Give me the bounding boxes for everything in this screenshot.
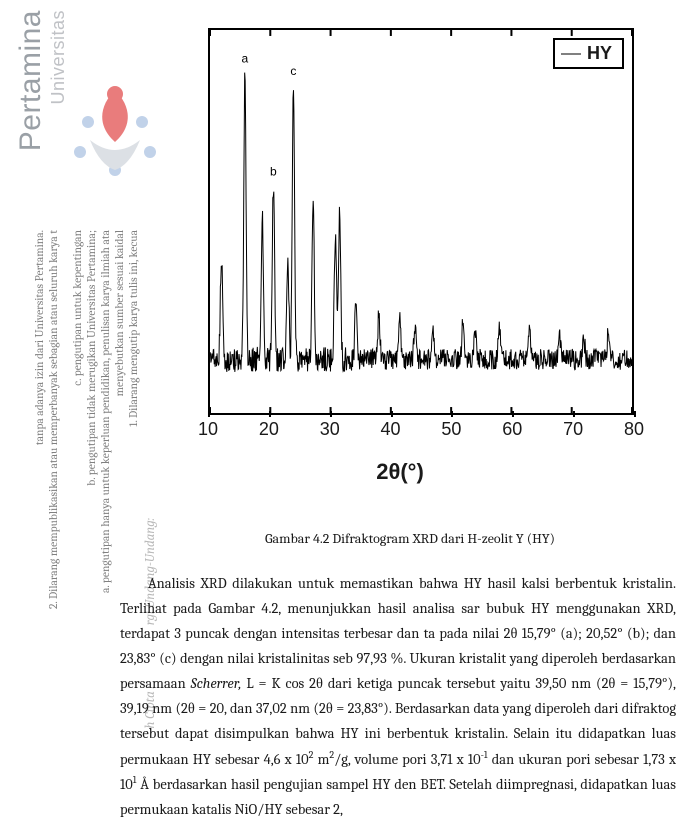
svg-text:c: c — [290, 64, 296, 78]
x-tick: 80 — [624, 419, 644, 440]
chart-legend: HY — [553, 38, 624, 69]
body-text-content: Analisis XRD dilakukan untuk memastikan … — [120, 572, 676, 823]
body-paragraph: Analisis XRD dilakukan untuk memastikan … — [120, 572, 676, 823]
figure-caption: Gambar 4.2 Difraktogram XRD dari H-zeoli… — [160, 530, 660, 547]
x-tick: 10 — [198, 419, 218, 440]
watermark-tanpa: tanpa adanya izin dari Universitas Perta… — [32, 230, 48, 445]
x-tick: 60 — [502, 419, 522, 440]
watermark-rule-menyebut: menyebutkan sumber sesuai kaidal — [112, 230, 128, 396]
watermark-rule-a: a. pengutipan hanya untuk keperluan pend… — [98, 230, 114, 593]
x-tick: 40 — [381, 419, 401, 440]
x-tick: 20 — [259, 419, 279, 440]
x-tick: 50 — [441, 419, 461, 440]
watermark-rule-2: 2. Dilarang mempublikasikan atau memperb… — [46, 230, 62, 609]
xrd-chart: Intensitas (a.u) HY abc 1020304050607080… — [160, 10, 640, 485]
svg-text:a: a — [242, 52, 249, 66]
watermark-logo — [70, 70, 160, 180]
x-tick: 30 — [320, 419, 340, 440]
xrd-svg: a b c — [210, 30, 632, 413]
chart-xlabel: 2θ(°) — [160, 459, 640, 485]
legend-label: HY — [587, 43, 612, 63]
watermark-universitas: Universitas — [48, 10, 69, 105]
x-tick: 70 — [563, 419, 583, 440]
svg-text:b: b — [270, 165, 277, 179]
watermark-rule-1: 1. Dilarang mengutip karya tulis ini, ke… — [126, 230, 142, 427]
plot-area: HY a b c — [208, 28, 634, 415]
legend-line-sample — [561, 53, 581, 54]
watermark-rule-c: c. pengutipan untuk kepentingan — [70, 230, 86, 386]
watermark-pertamina: Pertamina — [14, 10, 48, 151]
watermark-rule-b: b. pengutipan tidak merugikan Universita… — [84, 230, 100, 486]
x-ticks: 1020304050607080 — [208, 419, 634, 441]
